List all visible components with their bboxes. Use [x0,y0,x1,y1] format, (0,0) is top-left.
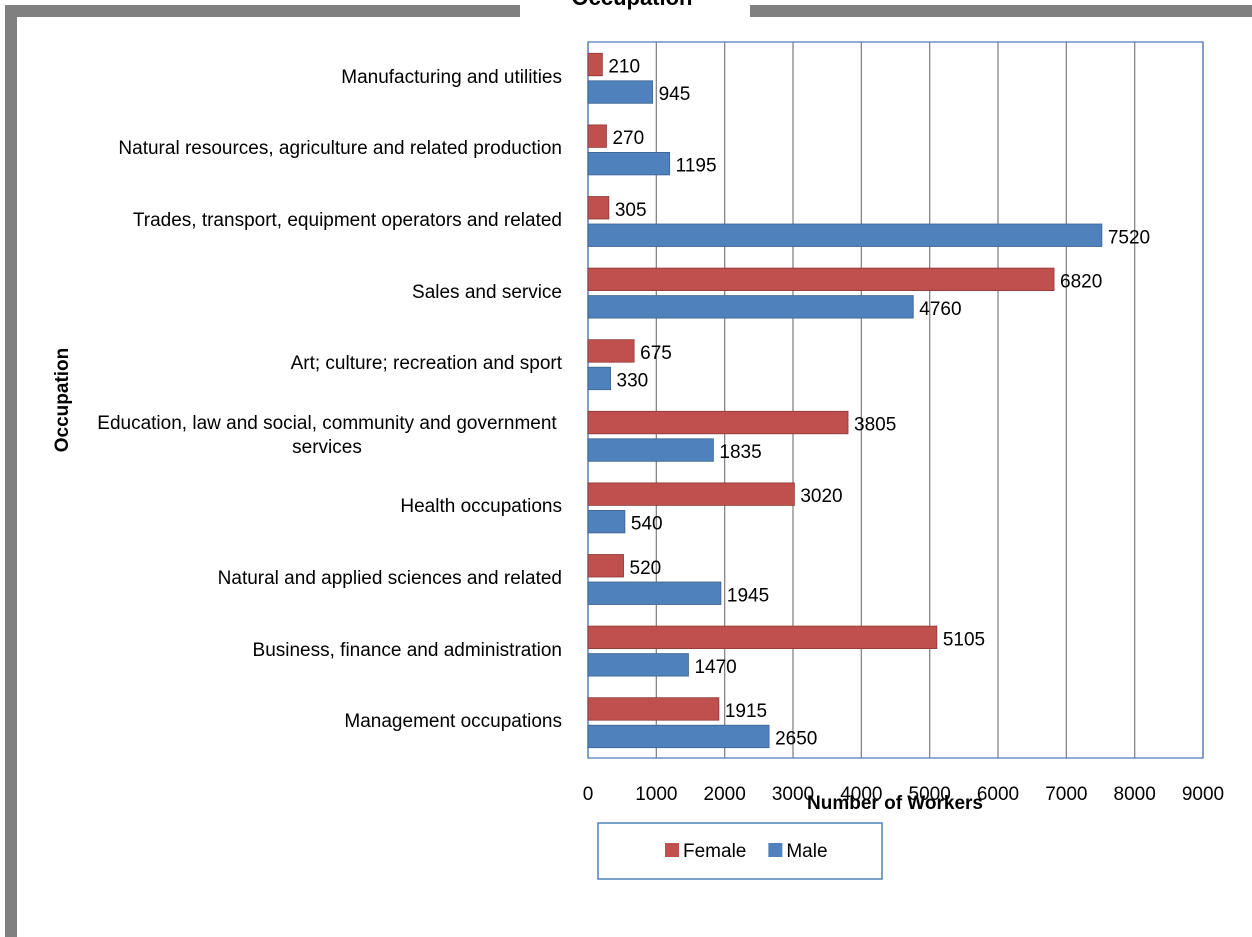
value-label: 1195 [676,156,717,177]
x-tick-label: 3000 [772,784,814,805]
value-label: 945 [659,84,691,105]
value-label: 6820 [1060,271,1102,292]
title-bg [520,0,750,17]
bar [587,124,607,148]
bar [587,196,610,220]
bar [587,554,624,578]
bar [587,653,689,677]
plot-border [587,41,1204,759]
x-tick-label: 0 [583,784,594,805]
value-label: 1835 [719,442,761,463]
value-label: 1915 [725,701,767,722]
x-tick-label: 9000 [1182,784,1224,805]
value-label: 540 [631,514,663,535]
y-tick-label: Management occupations [344,711,562,733]
bar [587,223,1103,247]
legend-swatch [665,843,679,857]
y-tick-label: Natural and applied sciences and related [217,568,562,589]
x-tick-label: 5000 [909,784,951,805]
y-tick-label: Education, law and social, community and… [97,412,557,458]
x-axis-title: Number of Workers [807,793,983,814]
value-label: 210 [608,57,640,78]
bar [587,80,653,104]
x-tick-label: 7000 [1045,784,1087,805]
y-tick-label: Trades, transport, equipment operators a… [132,210,562,231]
x-tick-label: 2000 [704,784,746,805]
y-tick-label: Business, finance and administration [252,639,562,661]
legend-label: Male [786,841,827,862]
bar [587,151,671,176]
bar [587,581,722,605]
x-tick-label: 6000 [977,784,1019,805]
value-label: 2650 [775,728,817,749]
value-label: 1470 [694,657,736,678]
value-label: 270 [612,128,644,149]
y-tick-label: Health occupations [400,496,562,518]
chart-title: Occupation [571,0,692,10]
bar [587,625,938,649]
frame [5,5,1252,937]
bar [587,410,849,435]
bar [587,438,714,462]
bar [587,295,914,319]
legend-label: Female [683,841,746,862]
value-label: 3805 [854,415,896,436]
bar [587,366,611,391]
x-tick-label: 8000 [1114,784,1156,805]
x-tick-label: 4000 [840,784,882,805]
bar [587,339,635,363]
y-tick-label: Art; culture; recreation and sport [290,353,562,375]
bar [587,697,720,721]
value-label: 520 [630,558,662,579]
bar [587,482,795,506]
y-tick-label: Manufacturing and utilities [341,66,562,88]
bar [587,509,626,534]
bar [587,724,770,749]
y-axis-title: Occupation [52,348,73,453]
value-label: 305 [615,200,647,221]
legend-box [597,822,883,880]
value-label: 1945 [727,585,769,606]
y-tick-label: Sales and service [412,281,562,303]
bar [587,267,1055,292]
value-label: 7520 [1108,227,1150,248]
value-label: 3020 [800,486,842,507]
legend-swatch [768,843,783,857]
value-label: 4760 [919,299,961,320]
value-label: 5105 [943,629,985,650]
x-tick-label: 1000 [635,784,677,805]
value-label: 675 [640,343,672,364]
value-label: 330 [617,370,649,391]
bar [587,52,603,77]
y-tick-label: Natural resources, agriculture and relat… [118,138,562,160]
